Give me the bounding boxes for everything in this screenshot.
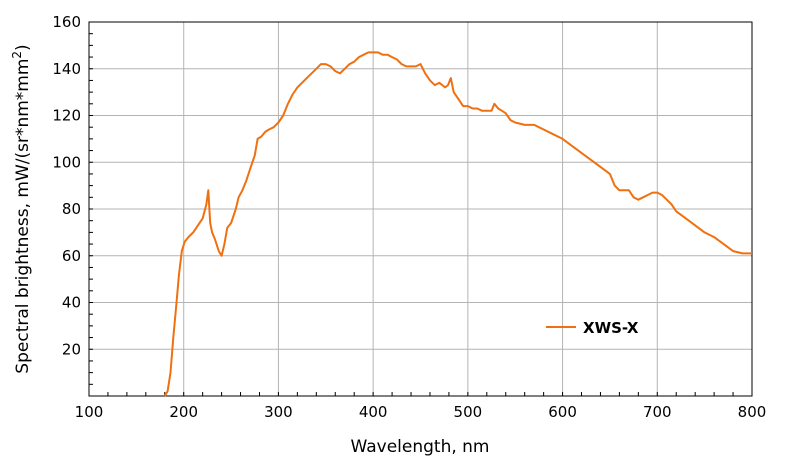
x-tick-label: 400 [359, 403, 388, 421]
x-tick-labels: 100 200 300 400 500 600 700 800 [75, 403, 767, 421]
y-tick-label: 80 [62, 200, 81, 218]
grid-lines [89, 22, 752, 396]
x-tick-label: 500 [454, 403, 483, 421]
y-axis-title-main: Spectral brightness, mW/(sr*nm*mm [13, 59, 33, 374]
legend-label: XWS-X [583, 319, 639, 337]
x-tick-label: 200 [169, 403, 198, 421]
y-tick-labels: 20 40 60 80 100 120 140 160 [52, 13, 81, 358]
y-tick-label: 60 [62, 247, 81, 265]
y-axis-title-sup: 2 [10, 51, 24, 59]
y-tick-label: 140 [52, 60, 81, 78]
y-axis-title-close: ) [13, 44, 33, 51]
y-tick-label: 120 [52, 107, 81, 125]
series-line-xws-x [163, 51, 752, 397]
x-tick-label: 600 [548, 403, 577, 421]
x-tick-label: 100 [75, 403, 104, 421]
y-tick-label: 40 [62, 294, 81, 312]
legend: XWS-X [546, 319, 639, 337]
x-tick-label: 800 [738, 403, 767, 421]
x-tick-label: 300 [264, 403, 293, 421]
x-axis-title: Wavelength, nm [351, 437, 490, 457]
y-tick-label: 160 [52, 13, 81, 31]
minor-ticks [88, 21, 753, 397]
y-tick-label: 100 [52, 153, 81, 171]
y-axis-title: Spectral brightness, mW/(sr*nm*mm2) [10, 44, 33, 373]
y-tick-label: 20 [62, 340, 81, 358]
x-tick-label: 700 [643, 403, 672, 421]
